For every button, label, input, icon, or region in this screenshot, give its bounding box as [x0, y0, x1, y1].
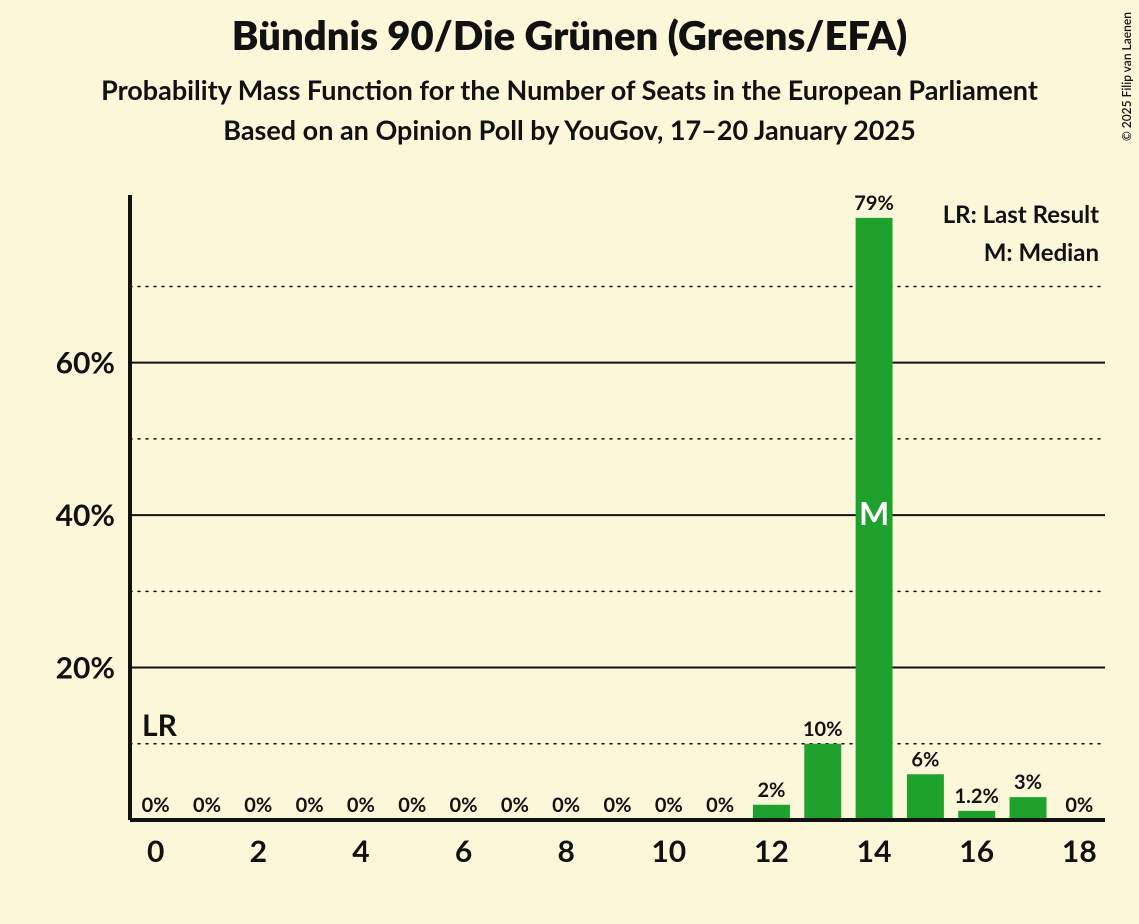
bar-value-label: 3%: [1014, 770, 1042, 794]
bar-value-label: 0%: [347, 793, 375, 817]
bar-value-label: 0%: [450, 793, 478, 817]
bar-value-label: 0%: [244, 793, 272, 817]
x-axis-label: 12: [754, 833, 789, 869]
bar-value-label: 0%: [1065, 793, 1093, 817]
bar-value-label: 10%: [803, 717, 843, 741]
y-axis-label: 20%: [56, 650, 115, 686]
bar-value-label: 0%: [193, 793, 221, 817]
x-axis-label: 16: [959, 833, 994, 869]
bar-value-label: 2%: [757, 778, 785, 802]
bar-value-label: 0%: [142, 793, 170, 817]
bar: [907, 774, 944, 820]
lr-marker: LR: [142, 707, 178, 743]
median-marker: M: [859, 493, 889, 532]
y-axis-label: 40%: [56, 497, 115, 533]
x-axis-label: 14: [857, 833, 892, 869]
bar-value-label: 0%: [706, 793, 734, 817]
bar-value-label: 0%: [552, 793, 580, 817]
bar: [804, 744, 841, 820]
bar-value-label: 0%: [296, 793, 324, 817]
x-axis-label: 10: [651, 833, 686, 869]
x-axis-label: 2: [250, 833, 267, 869]
bar-value-label: 0%: [501, 793, 529, 817]
legend-m: M: Median: [984, 238, 1099, 267]
x-axis-label: 18: [1062, 833, 1097, 869]
chart-subtitle-1: Probability Mass Function for the Number…: [101, 73, 1038, 106]
bar-value-label: 0%: [604, 793, 632, 817]
x-axis-label: 4: [352, 833, 369, 869]
chart-subtitle-2: Based on an Opinion Poll by YouGov, 17–2…: [223, 113, 916, 146]
bar: [753, 805, 790, 820]
chart-svg: Bündnis 90/Die Grünen (Greens/EFA) Probab…: [0, 0, 1139, 924]
credit-text: © 2025 Filip van Laenen: [1119, 12, 1134, 141]
x-axis-label: 6: [455, 833, 472, 869]
bar-value-label: 6%: [911, 747, 939, 771]
x-axis-label: 8: [557, 833, 574, 869]
bar-value-label: 1.2%: [955, 784, 999, 808]
bar-value-label: 79%: [854, 191, 894, 215]
bar-value-label: 0%: [655, 793, 683, 817]
chart-container: Bündnis 90/Die Grünen (Greens/EFA) Probab…: [0, 0, 1139, 924]
x-axis-label: 0: [147, 833, 164, 869]
chart-title: Bündnis 90/Die Grünen (Greens/EFA): [232, 11, 908, 59]
y-axis-label: 60%: [56, 345, 115, 381]
bar-value-label: 0%: [398, 793, 426, 817]
bar: [1010, 797, 1047, 820]
legend-lr: LR: Last Result: [943, 200, 1099, 229]
